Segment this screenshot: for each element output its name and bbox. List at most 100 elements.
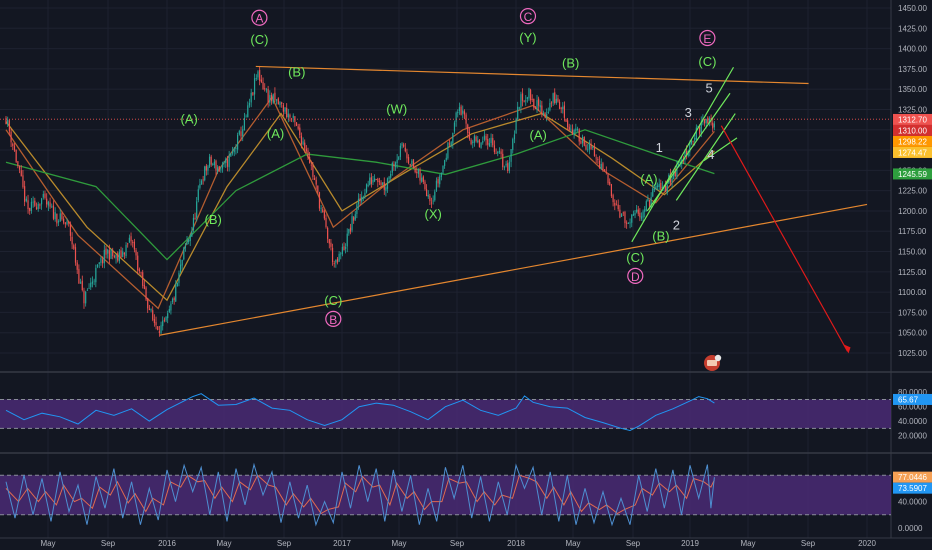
candle-body[interactable]	[523, 101, 525, 103]
candle-body[interactable]	[192, 217, 195, 231]
candle-body[interactable]	[274, 92, 276, 101]
candle-body[interactable]	[40, 198, 43, 205]
candle-body[interactable]	[30, 201, 33, 211]
candle-body[interactable]	[64, 222, 66, 225]
candle-body[interactable]	[281, 102, 283, 104]
candle-body[interactable]	[238, 130, 240, 135]
candle-body[interactable]	[252, 92, 254, 95]
candle-body[interactable]	[434, 191, 436, 201]
candle-body[interactable]	[286, 107, 288, 117]
candle-body[interactable]	[272, 94, 274, 103]
candle-body[interactable]	[233, 148, 235, 153]
candle-body[interactable]	[155, 322, 157, 326]
candle-body[interactable]	[226, 159, 229, 167]
candle-body[interactable]	[68, 221, 70, 224]
candle-body[interactable]	[673, 171, 675, 180]
candle-body[interactable]	[328, 239, 330, 244]
candle-body[interactable]	[422, 176, 424, 182]
candle-body[interactable]	[661, 186, 664, 189]
candle-body[interactable]	[699, 126, 701, 134]
candle-body[interactable]	[100, 258, 102, 263]
candle-body[interactable]	[215, 160, 217, 171]
candle-body[interactable]	[502, 153, 504, 168]
candle-body[interactable]	[235, 147, 237, 149]
candle-body[interactable]	[692, 141, 694, 142]
candle-body[interactable]	[440, 172, 442, 177]
candle-body[interactable]	[498, 151, 501, 153]
candle-body[interactable]	[300, 135, 303, 145]
candle-body[interactable]	[465, 114, 467, 124]
candle-body[interactable]	[567, 120, 569, 128]
candle-body[interactable]	[617, 204, 619, 210]
candle-body[interactable]	[426, 189, 428, 197]
candle-body[interactable]	[270, 94, 273, 102]
candle-body[interactable]	[370, 177, 372, 184]
candle-body[interactable]	[312, 165, 314, 177]
candle-body[interactable]	[260, 79, 262, 83]
candle-body[interactable]	[338, 253, 340, 262]
candle-body[interactable]	[61, 213, 63, 220]
candle-body[interactable]	[615, 204, 618, 206]
candle-body[interactable]	[152, 310, 154, 320]
candle-body[interactable]	[362, 197, 364, 199]
candle-body[interactable]	[394, 162, 397, 168]
candle-body[interactable]	[518, 107, 520, 109]
candle-body[interactable]	[510, 149, 512, 162]
candle-body[interactable]	[593, 146, 596, 157]
candle-body[interactable]	[357, 198, 360, 205]
candle-body[interactable]	[652, 188, 654, 197]
candle-body[interactable]	[49, 202, 51, 207]
candle-body[interactable]	[386, 178, 389, 189]
candle-body[interactable]	[196, 201, 198, 218]
candle-body[interactable]	[73, 245, 75, 249]
candle-body[interactable]	[167, 313, 169, 319]
candle-body[interactable]	[562, 106, 564, 110]
candle-body[interactable]	[612, 195, 614, 203]
candle-body[interactable]	[57, 220, 60, 223]
candle-body[interactable]	[493, 145, 496, 153]
candle-body[interactable]	[78, 268, 80, 284]
candle-body[interactable]	[309, 156, 311, 164]
candle-body[interactable]	[393, 164, 395, 167]
candle-body[interactable]	[213, 161, 215, 166]
candle-body[interactable]	[79, 282, 82, 284]
candle-body[interactable]	[237, 135, 239, 150]
candle-body[interactable]	[531, 99, 533, 100]
candle-body[interactable]	[634, 212, 636, 216]
candle-body[interactable]	[322, 209, 324, 213]
candle-body[interactable]	[178, 272, 180, 283]
candle-body[interactable]	[13, 145, 16, 151]
candle-body[interactable]	[331, 247, 334, 262]
candle-body[interactable]	[110, 249, 112, 259]
candle-body[interactable]	[419, 169, 421, 181]
candle-body[interactable]	[442, 165, 444, 173]
candle-body[interactable]	[697, 126, 699, 128]
candle-body[interactable]	[282, 105, 284, 112]
candle-body[interactable]	[127, 243, 129, 245]
candle-body[interactable]	[372, 179, 374, 183]
candle-body[interactable]	[676, 166, 678, 177]
candle-body[interactable]	[179, 264, 182, 273]
trendline[interactable]	[703, 137, 738, 162]
candle-body[interactable]	[645, 201, 647, 211]
candle-body[interactable]	[39, 204, 41, 206]
candle-body[interactable]	[632, 213, 635, 216]
trendline[interactable]	[675, 113, 736, 201]
candle-body[interactable]	[658, 183, 660, 187]
candle-body[interactable]	[267, 89, 269, 103]
candle-body[interactable]	[417, 169, 420, 174]
candle-body[interactable]	[560, 107, 562, 109]
candle-body[interactable]	[609, 182, 611, 185]
candle-body[interactable]	[292, 115, 294, 118]
candle-body[interactable]	[340, 253, 342, 255]
candle-body[interactable]	[508, 161, 511, 171]
candle-body[interactable]	[648, 199, 651, 207]
candle-body[interactable]	[103, 249, 105, 264]
candle-body[interactable]	[396, 159, 398, 164]
candle-body[interactable]	[353, 217, 355, 221]
candle-body[interactable]	[335, 259, 337, 263]
candle-body[interactable]	[656, 185, 659, 188]
candle-body[interactable]	[694, 138, 696, 141]
candle-body[interactable]	[255, 78, 257, 79]
candle-body[interactable]	[223, 161, 225, 164]
